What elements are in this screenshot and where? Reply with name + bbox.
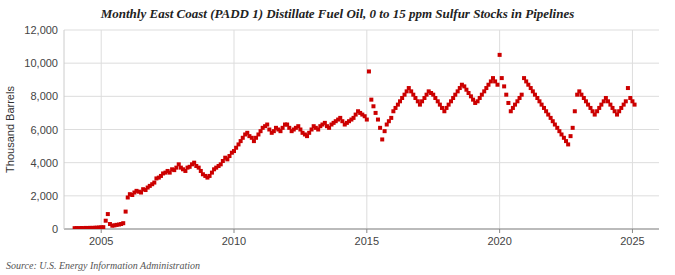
point <box>566 142 570 146</box>
x-tick <box>366 229 367 233</box>
x-grid-line <box>101 30 102 229</box>
point <box>371 104 375 108</box>
point <box>374 111 378 115</box>
y-axis-label: Thousand Barrels <box>4 86 16 173</box>
grid <box>64 30 659 229</box>
point <box>380 137 384 141</box>
point <box>569 134 573 138</box>
point <box>624 99 628 103</box>
x-tick-label: 2005 <box>89 235 113 247</box>
point <box>520 93 524 97</box>
point <box>152 181 156 185</box>
y-grid-line <box>64 30 659 31</box>
point <box>502 84 506 88</box>
y-grid-line <box>64 195 659 196</box>
x-tick-label: 2015 <box>355 235 379 247</box>
x-tick-label: 2010 <box>222 235 246 247</box>
point <box>571 126 575 130</box>
x-tick <box>499 229 500 233</box>
chart: Monthly East Coast (PADD 1) Distillate F… <box>0 0 675 275</box>
x-tick <box>234 229 235 233</box>
x-grid-line <box>499 30 500 229</box>
x-tick <box>632 229 633 233</box>
point <box>389 116 393 120</box>
point <box>626 86 630 90</box>
point <box>383 129 387 133</box>
y-tick-label: 6,000 <box>30 124 58 136</box>
y-grid-line <box>64 162 659 163</box>
point <box>498 53 502 57</box>
point <box>378 126 382 130</box>
point <box>101 225 105 229</box>
point <box>265 123 269 127</box>
x-tick-label: 2020 <box>487 235 511 247</box>
y-grid-line <box>64 229 659 230</box>
annotation: Source: U.S. Energy Information Administ… <box>6 260 200 271</box>
point <box>504 93 508 97</box>
point <box>500 76 504 80</box>
y-grid-line <box>64 129 659 130</box>
y-tick-label: 0 <box>52 223 58 235</box>
y-tick-label: 12,000 <box>24 24 58 36</box>
point <box>633 103 637 107</box>
point <box>121 221 125 225</box>
y-tick-label: 8,000 <box>30 90 58 102</box>
points <box>73 53 637 229</box>
x-grid-line <box>366 30 367 229</box>
x-tick <box>101 229 102 233</box>
point <box>106 212 110 216</box>
point <box>376 118 380 122</box>
y-tick-label: 10,000 <box>24 57 58 69</box>
point <box>369 98 373 102</box>
point <box>506 101 510 105</box>
point <box>367 69 371 73</box>
y-tick-label: 4,000 <box>30 157 58 169</box>
y-grid-line <box>64 96 659 97</box>
point <box>124 210 128 214</box>
x-axis-line <box>64 229 659 230</box>
point <box>104 219 108 223</box>
y-tick-label: 2,000 <box>30 190 58 202</box>
point <box>365 118 369 122</box>
x-grid-line <box>632 30 633 229</box>
y-axis-line <box>64 30 65 229</box>
y-grid-line <box>64 63 659 64</box>
x-tick-label: 2025 <box>620 235 644 247</box>
title: Monthly East Coast (PADD 1) Distillate F… <box>100 6 575 21</box>
point <box>573 109 577 113</box>
point <box>496 83 500 87</box>
x-grid-line <box>234 30 235 229</box>
